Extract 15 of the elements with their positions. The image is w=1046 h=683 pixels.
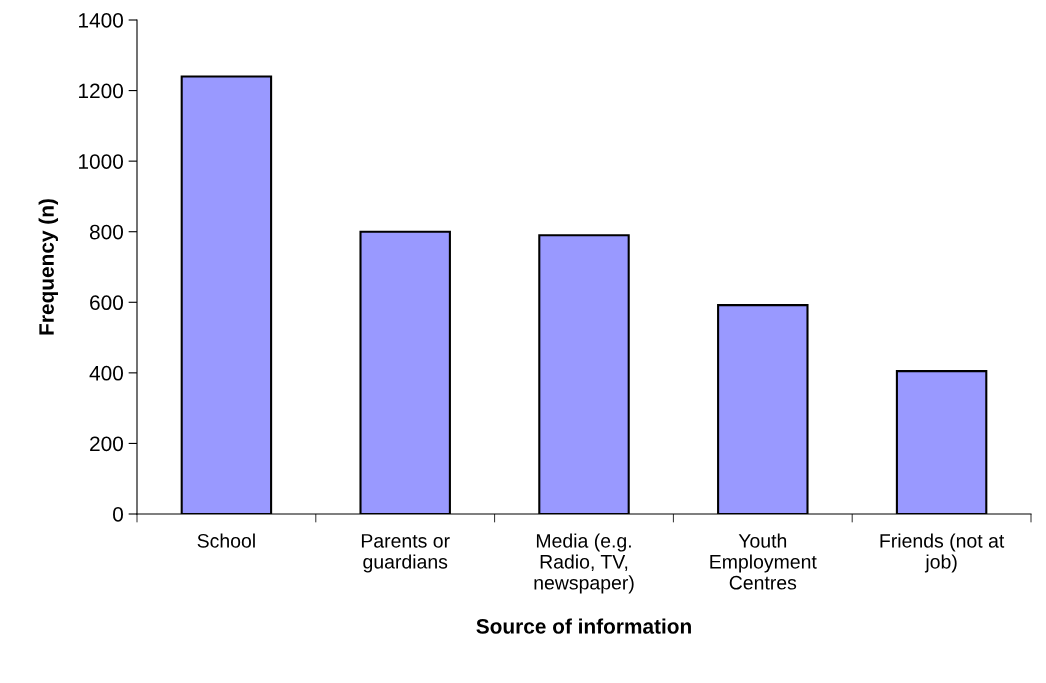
y-tick-label: 400 [89,365,123,381]
x-axis-title: Source of information [476,618,691,634]
x-tick-label: School [197,533,255,548]
y-tick-label: 600 [90,295,123,311]
y-tick-label: 800 [89,224,123,240]
y-tick-label: 1200 [79,83,123,99]
y-tick-label: 200 [90,436,123,452]
x-tick-label: Friends (not at job) [880,533,1005,573]
y-tick-label: 1400 [79,13,123,28]
x-tick-label: Youth Employment Centres [710,533,817,590]
x-tick-label: Parents or guardians [361,534,450,573]
y-axis-title: Frequency (n) [38,199,59,335]
x-tick-label: Media (e.g. Radio, TV, newspaper) [534,533,634,594]
y-tick-label: 0 [113,507,123,522]
y-tick-label: 1000 [79,154,123,169]
